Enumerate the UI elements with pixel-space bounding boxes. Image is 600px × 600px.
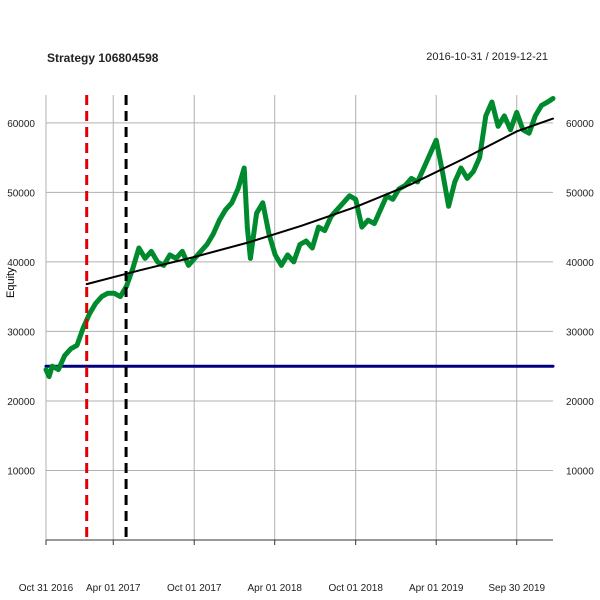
y-tick-label-left: 40000: [7, 258, 35, 269]
y-tick-label-right: 30000: [566, 327, 594, 338]
y-tick-label-left: 60000: [7, 119, 35, 130]
x-tick-label: Oct 31 2016: [19, 583, 74, 594]
x-tick-label: Apr 01 2018: [247, 583, 302, 594]
y-tick-label-left: 30000: [7, 327, 35, 338]
y-tick-label-right: 40000: [566, 258, 594, 269]
x-tick-label: Sep 30 2019: [488, 583, 545, 594]
equity-series-line: [43, 96, 556, 380]
x-tick-label: Apr 01 2019: [409, 583, 464, 594]
trend-series-line: [85, 117, 554, 286]
y-tick-label-right: 10000: [566, 466, 594, 477]
y-tick-label-left: 20000: [7, 397, 35, 408]
y-tick-label-right: 50000: [566, 188, 594, 199]
x-tick-label: Oct 01 2018: [328, 583, 383, 594]
y-tick-label-right: 60000: [566, 119, 594, 130]
y-tick-label-left: 50000: [7, 188, 35, 199]
y-tick-label-left: 10000: [7, 466, 35, 477]
y-tick-label-right: 20000: [566, 397, 594, 408]
chart-title: Strategy 106804598: [47, 51, 159, 65]
date-range-label: 2016-10-31 / 2019-12-21: [426, 51, 548, 63]
x-tick-label: Oct 01 2017: [167, 583, 222, 594]
x-tick-label: Apr 01 2017: [86, 583, 141, 594]
